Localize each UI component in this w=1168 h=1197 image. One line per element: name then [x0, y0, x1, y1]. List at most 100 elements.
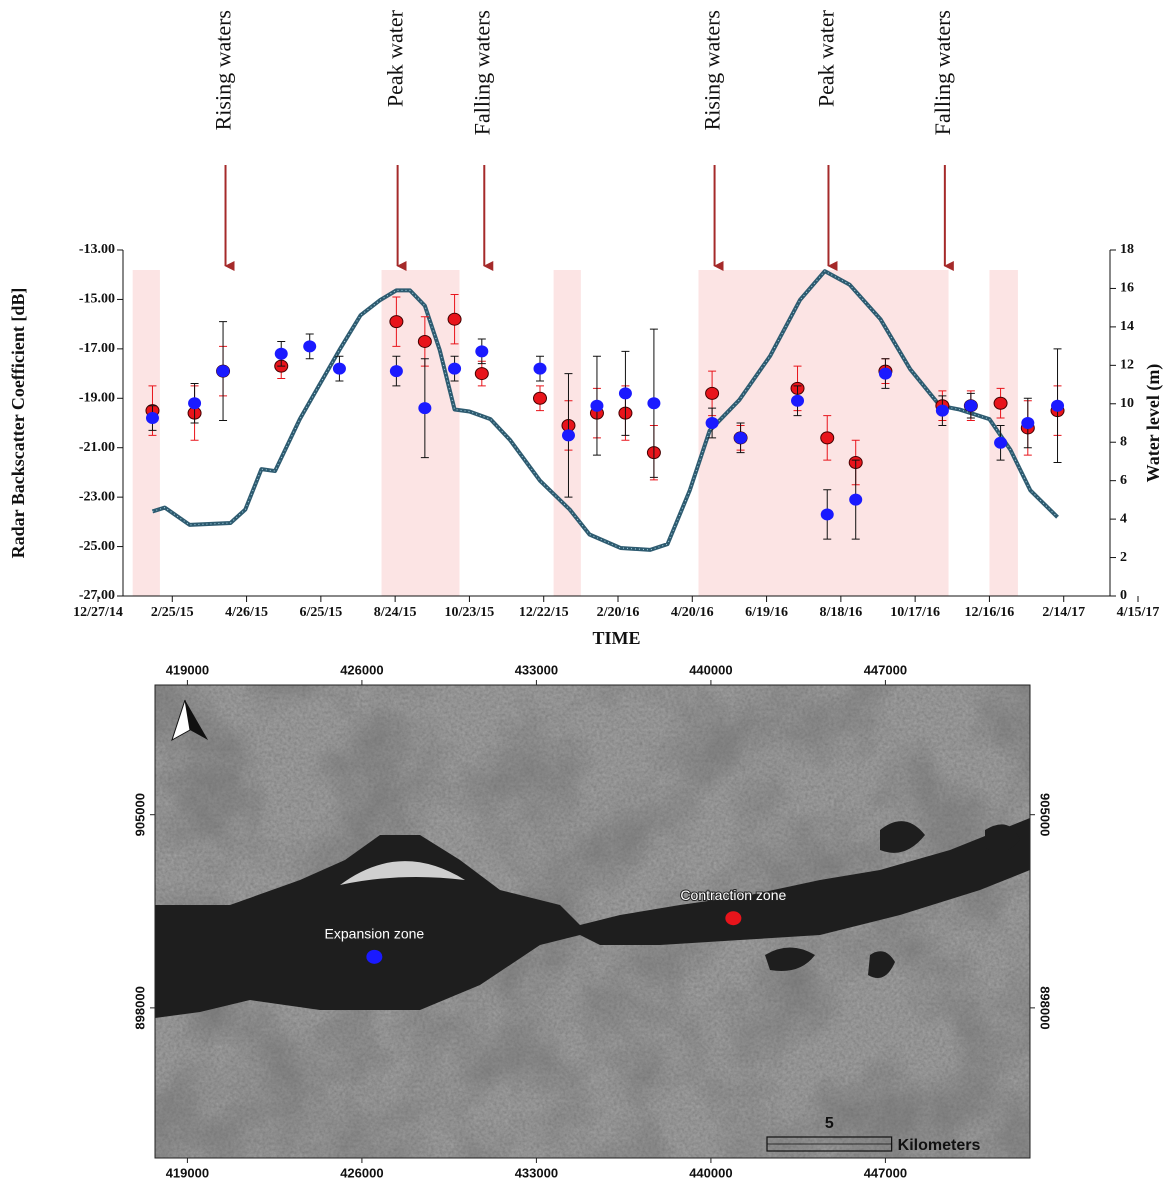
- y2-tick-label: 12: [1120, 358, 1134, 373]
- zone-label: Contraction zone: [680, 887, 786, 903]
- x-axis-title: TIME: [592, 628, 640, 648]
- y2-axis-title: Water level (m): [1143, 364, 1164, 483]
- data-point: [561, 429, 575, 442]
- y-tick-label: 905000: [132, 793, 147, 836]
- x-tick-label: 426000: [340, 1165, 383, 1180]
- data-point: [447, 312, 462, 326]
- island: [340, 861, 465, 885]
- x-tick-label: 4/15/17: [1117, 605, 1160, 620]
- x-tick-label: 8/18/16: [819, 605, 862, 620]
- data-point: [533, 391, 547, 405]
- x-tick-label: 447000: [864, 662, 907, 677]
- x-tick-label: 433000: [515, 1165, 558, 1180]
- data-point: [647, 397, 661, 410]
- scale-length: 5: [825, 1115, 834, 1132]
- y-tick-label: -13.00: [79, 242, 115, 257]
- y-tick-label: 898000: [1038, 986, 1053, 1029]
- x-tick-label: 433000: [515, 662, 558, 677]
- y-axis-title: Radar Backscatter Coefficient [dB]: [8, 288, 28, 559]
- data-point: [820, 508, 834, 521]
- data-point: [474, 367, 489, 381]
- data-point: [448, 362, 462, 375]
- x-tick-label: 419000: [166, 1165, 209, 1180]
- x-tick-label: 2/25/15: [151, 605, 194, 620]
- data-point: [216, 365, 230, 378]
- y-tick-label: -23.00: [79, 489, 115, 504]
- lake: [765, 947, 815, 971]
- y-tick-label: -17.00: [79, 341, 115, 356]
- data-point: [303, 340, 317, 353]
- zone-marker: [366, 949, 383, 964]
- annotation-text: Falling waters: [930, 10, 955, 135]
- annotation-text: Rising waters: [700, 10, 725, 130]
- x-tick-label: 447000: [864, 1165, 907, 1180]
- shaded-period: [132, 270, 160, 596]
- x-tick-label: 8/24/15: [374, 605, 417, 620]
- north-arrow: [171, 699, 208, 742]
- y-tick-label: 898000: [132, 986, 147, 1029]
- x-tick-label: 12/22/15: [519, 605, 569, 620]
- map-frame: [154, 684, 1031, 1159]
- data-point: [533, 362, 547, 375]
- zone-label: Expansion zone: [325, 926, 425, 942]
- x-tick-label: 10/17/16: [890, 605, 940, 620]
- data-point: [705, 386, 720, 400]
- data-point: [849, 493, 863, 506]
- data-point: [878, 367, 892, 380]
- data-point: [389, 365, 403, 378]
- y2-tick-label: 10: [1120, 396, 1134, 411]
- data-point: [145, 412, 159, 425]
- y2-tick-label: 18: [1120, 242, 1134, 257]
- lake: [868, 951, 895, 979]
- x-tick-label: 440000: [689, 1165, 732, 1180]
- hydro-chart: -13.00 -15.00 -17.00 -19.00 -21.00 -23.00 -25.…: [8, 9, 1164, 648]
- x-tick-label: 2/20/16: [597, 605, 640, 620]
- y2-tick-label: 0: [1120, 588, 1127, 603]
- lake: [985, 824, 1020, 852]
- data-point: [417, 334, 432, 348]
- data-point: [820, 431, 835, 445]
- x-tick-label: 4/26/15: [225, 605, 268, 620]
- sar-map: 419000 419000 426000 426000 433000 433000 4400…: [132, 662, 1052, 1180]
- x-tick-label: 6/25/15: [299, 605, 342, 620]
- x-tick-label: 419000: [166, 662, 209, 677]
- y2-tick-label: 14: [1120, 319, 1134, 334]
- data-point: [332, 362, 346, 375]
- y-tick-label: -25.00: [79, 539, 115, 554]
- water-level-line: [151, 269, 1059, 552]
- data-point: [994, 436, 1008, 449]
- x-tick-label: 426000: [340, 662, 383, 677]
- x-tick-label: 10/23/15: [445, 605, 495, 620]
- data-point: [734, 431, 748, 444]
- data-point: [590, 399, 604, 412]
- y2-tick-label: 2: [1120, 550, 1127, 565]
- y2-tick-label: 8: [1120, 434, 1127, 449]
- y-tick-label: 905000: [1038, 793, 1053, 836]
- x-tick-label: 12/16/16: [965, 605, 1015, 620]
- data-point: [993, 396, 1008, 410]
- zone-marker: [725, 911, 742, 926]
- scale-unit: Kilometers: [898, 1137, 981, 1154]
- annotation-text: Rising waters: [211, 10, 236, 130]
- annotation-text: Peak water: [814, 9, 839, 107]
- lake: [880, 821, 925, 853]
- data-point: [935, 404, 949, 417]
- data-point: [618, 387, 632, 400]
- y-tick-label: -15.00: [79, 292, 115, 307]
- data-point: [418, 402, 432, 415]
- x-tick-label: 2/14/17: [1042, 605, 1085, 620]
- data-point: [964, 399, 978, 412]
- y2-tick-label: 6: [1120, 473, 1127, 488]
- y2-tick-label: 16: [1120, 281, 1134, 296]
- data-point: [705, 417, 719, 429]
- y-tick-label: -21.00: [79, 440, 115, 455]
- shaded-period: [989, 270, 1018, 596]
- data-point: [1051, 399, 1065, 412]
- y2-tick-label: 4: [1120, 511, 1127, 526]
- x-tick-label: 4/20/16: [671, 605, 714, 620]
- data-point: [188, 397, 202, 410]
- x-tick-label: 6/19/16: [745, 605, 788, 620]
- x-tick-label: 440000: [689, 662, 732, 677]
- map-image: [155, 685, 1030, 1158]
